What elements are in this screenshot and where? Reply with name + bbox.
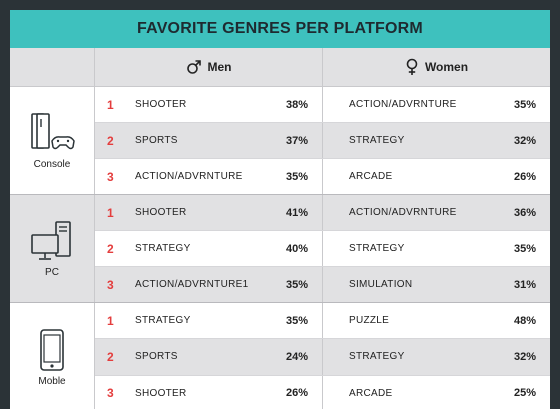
platform-group-pc: PC 1 SHOOTER 41% ACTION/ADVRNTURE 36% 2 … bbox=[10, 195, 550, 303]
women-percent: 25% bbox=[513, 387, 536, 400]
men-percent: 38% bbox=[285, 98, 308, 111]
platform-cell: Moble bbox=[10, 303, 95, 409]
women-genre: ARCADE bbox=[349, 171, 393, 182]
rank-number: 1 bbox=[107, 205, 114, 220]
women-cell: ACTION/ADVRNTURE 36% bbox=[323, 195, 550, 230]
women-genre: STRATEGY bbox=[349, 135, 405, 146]
men-cell: 2 SPORTS 37% bbox=[95, 123, 323, 158]
header-corner bbox=[10, 48, 95, 86]
women-cell: ACTION/ADVRNTURE 35% bbox=[323, 87, 550, 122]
women-cell: STRATEGY 32% bbox=[323, 339, 550, 374]
table-row: 2 SPORTS 24% STRATEGY 32% bbox=[95, 339, 550, 376]
women-percent: 35% bbox=[513, 98, 536, 111]
platform-cell: Console bbox=[10, 87, 95, 194]
men-percent: 24% bbox=[285, 350, 308, 363]
table-row: 2 SPORTS 37% STRATEGY 32% bbox=[95, 123, 550, 159]
men-header-label: Men bbox=[207, 60, 232, 74]
men-cell: 1 SHOOTER 41% bbox=[95, 195, 323, 230]
women-percent: 48% bbox=[513, 314, 536, 327]
men-cell: 2 STRATEGY 40% bbox=[95, 231, 323, 266]
men-column-header: Men bbox=[95, 48, 323, 86]
rank-number: 1 bbox=[107, 97, 114, 112]
men-cell: 3 ACTION/ADVRNTURE 35% bbox=[95, 159, 323, 194]
women-percent: 32% bbox=[513, 134, 536, 147]
men-percent: 37% bbox=[285, 134, 308, 147]
rank-number: 3 bbox=[107, 277, 114, 292]
table-row: 3 ACTION/ADVRNTURE1 35% SIMULATION 31% bbox=[95, 267, 550, 302]
female-symbol-icon bbox=[406, 58, 418, 75]
console-icon bbox=[31, 113, 75, 150]
women-cell: STRATEGY 35% bbox=[323, 231, 550, 266]
male-symbol-icon bbox=[186, 60, 201, 74]
men-genre: SHOOTER bbox=[135, 387, 187, 399]
men-percent: 40% bbox=[285, 242, 308, 255]
table-row: 1 STRATEGY 35% PUZZLE 48% bbox=[95, 303, 550, 340]
platform-group-mobile: Moble 1 STRATEGY 35% PUZZLE 48% 2 SPORTS… bbox=[10, 303, 550, 409]
rank-number: 2 bbox=[107, 133, 114, 148]
women-cell: STRATEGY 32% bbox=[323, 123, 550, 158]
women-header-label: Women bbox=[424, 60, 469, 74]
pc-icon bbox=[31, 221, 71, 260]
column-header-row: Men Women bbox=[10, 48, 550, 87]
women-cell: SIMULATION 31% bbox=[323, 267, 550, 302]
rank-number: 2 bbox=[107, 241, 114, 256]
women-genre: ARCADE bbox=[349, 387, 393, 399]
men-genre: SPORTS bbox=[135, 351, 178, 363]
women-cell: ARCADE 26% bbox=[323, 159, 550, 194]
men-cell: 2 SPORTS 24% bbox=[95, 339, 323, 375]
women-percent: 32% bbox=[513, 350, 536, 363]
men-genre: SHOOTER bbox=[135, 207, 187, 218]
platform-cell: PC bbox=[10, 195, 95, 302]
men-percent: 41% bbox=[285, 206, 308, 219]
men-cell: 3 SHOOTER 26% bbox=[95, 375, 323, 409]
table-row: 1 SHOOTER 38% ACTION/ADVRNTURE 35% bbox=[95, 87, 550, 123]
rank-number: 3 bbox=[107, 169, 114, 184]
women-percent: 36% bbox=[513, 206, 536, 219]
men-genre: SPORTS bbox=[135, 135, 178, 146]
women-genre: PUZZLE bbox=[349, 315, 390, 327]
women-genre: STRATEGY bbox=[349, 351, 405, 363]
men-percent: 26% bbox=[285, 387, 308, 400]
women-percent: 35% bbox=[513, 242, 536, 255]
men-cell: 3 ACTION/ADVRNTURE1 35% bbox=[95, 267, 323, 302]
men-percent: 35% bbox=[285, 278, 308, 291]
table-row: 3 ACTION/ADVRNTURE 35% ARCADE 26% bbox=[95, 159, 550, 194]
women-cell: ARCADE 25% bbox=[323, 376, 550, 409]
platform-label: Console bbox=[33, 159, 71, 170]
rank-number: 3 bbox=[107, 386, 114, 401]
platform-group-console: Console 1 SHOOTER 38% ACTION/ADVRNTURE 3… bbox=[10, 87, 550, 195]
rank-number: 2 bbox=[107, 349, 114, 364]
table-title: FAVORITE GENRES PER PLATFORM bbox=[10, 10, 550, 48]
men-genre: STRATEGY bbox=[135, 243, 191, 254]
mobile-phone-icon bbox=[40, 328, 64, 371]
men-genre: ACTION/ADVRNTURE bbox=[135, 171, 243, 182]
platform-label: PC bbox=[45, 267, 59, 278]
women-genre: SIMULATION bbox=[349, 279, 413, 290]
men-genre: STRATEGY bbox=[135, 315, 191, 327]
women-genre: ACTION/ADVRNTURE bbox=[349, 207, 457, 218]
women-genre: ACTION/ADVRNTURE bbox=[349, 99, 457, 110]
table-row: 2 STRATEGY 40% STRATEGY 35% bbox=[95, 231, 550, 267]
table-row: 3 SHOOTER 26% ARCADE 25% bbox=[95, 375, 550, 409]
men-percent: 35% bbox=[285, 314, 308, 327]
rank-number: 1 bbox=[107, 313, 114, 328]
genres-table-card: FAVORITE GENRES PER PLATFORM Men Women bbox=[10, 10, 550, 409]
men-genre: SHOOTER bbox=[135, 99, 187, 110]
women-genre: STRATEGY bbox=[349, 243, 405, 254]
women-cell: PUZZLE 48% bbox=[323, 303, 550, 338]
table-row: 1 SHOOTER 41% ACTION/ADVRNTURE 36% bbox=[95, 195, 550, 231]
men-genre: ACTION/ADVRNTURE1 bbox=[135, 279, 249, 290]
women-column-header: Women bbox=[323, 48, 550, 86]
platform-label: Moble bbox=[38, 375, 66, 387]
women-percent: 31% bbox=[513, 278, 536, 291]
men-cell: 1 STRATEGY 35% bbox=[95, 303, 323, 339]
men-cell: 1 SHOOTER 38% bbox=[95, 87, 323, 122]
women-percent: 26% bbox=[513, 170, 536, 183]
men-percent: 35% bbox=[285, 170, 308, 183]
